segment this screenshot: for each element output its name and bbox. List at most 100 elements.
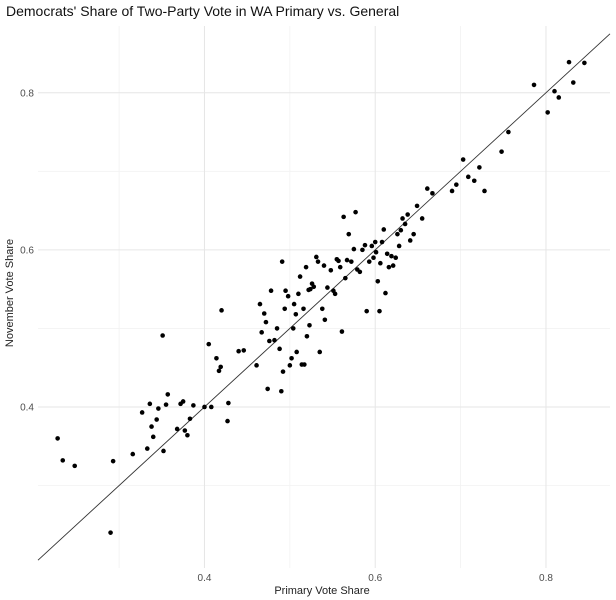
data-point — [566, 59, 572, 65]
data-point — [362, 242, 368, 248]
data-point — [202, 404, 207, 410]
data-point — [398, 227, 404, 233]
data-point — [261, 311, 267, 316]
tick-labels: 0.4 0.6 0.8 0.4 0.6 0.8 — [20, 88, 553, 584]
data-point — [384, 251, 390, 257]
data-point — [265, 386, 270, 392]
data-point — [315, 259, 321, 264]
data-point — [280, 369, 286, 374]
data-point — [322, 317, 328, 323]
data-point — [174, 426, 180, 432]
data-point — [357, 269, 363, 275]
data-point — [425, 186, 430, 191]
data-point — [364, 308, 369, 314]
data-point — [531, 82, 537, 88]
data-point — [336, 258, 341, 264]
data-point — [454, 182, 459, 187]
y-axis-title: November Vote Share — [4, 239, 16, 347]
data-point — [236, 348, 241, 354]
data-point — [351, 246, 357, 252]
data-point — [277, 346, 282, 352]
data-point — [259, 330, 264, 335]
data-point — [570, 80, 576, 85]
data-point — [287, 363, 293, 368]
data-point — [150, 434, 156, 440]
data-point — [216, 368, 222, 374]
data-point — [319, 306, 325, 312]
data-point — [154, 417, 159, 422]
data-point — [285, 293, 291, 299]
y-tick-label: 0.4 — [20, 402, 34, 413]
data-point — [460, 157, 466, 162]
data-point — [411, 231, 416, 237]
data-point — [60, 458, 66, 463]
data-point — [371, 255, 376, 261]
data-point — [381, 227, 387, 232]
data-point — [289, 355, 294, 361]
data-point — [303, 264, 309, 270]
data-point — [477, 165, 482, 170]
data-point — [341, 214, 346, 220]
x-axis-title: Primary Vote Share — [274, 585, 369, 597]
data-point — [263, 319, 269, 325]
data-point — [349, 259, 354, 264]
data-point — [304, 333, 310, 339]
data-point — [328, 267, 334, 273]
data-point — [389, 253, 394, 259]
data-point — [130, 451, 136, 457]
data-point — [139, 410, 145, 415]
data-point — [396, 243, 402, 249]
data-point — [366, 259, 372, 264]
data-point — [346, 231, 352, 237]
data-point — [375, 278, 381, 284]
chart-title: Democrats' Share of Two-Party Vote in WA… — [6, 3, 400, 19]
reference-line-group — [37, 33, 611, 561]
data-point — [182, 428, 188, 433]
data-point — [372, 239, 378, 245]
data-point — [308, 286, 313, 292]
data-point — [149, 424, 154, 429]
y-tick-label: 0.8 — [20, 88, 34, 99]
data-point — [72, 463, 78, 469]
data-point — [353, 209, 358, 215]
data-point — [386, 264, 392, 270]
data-point — [317, 349, 323, 355]
data-point — [395, 231, 400, 237]
data-point — [108, 530, 113, 535]
data-point — [257, 301, 263, 307]
data-point — [241, 348, 247, 353]
x-tick-label: 0.8 — [539, 573, 553, 584]
grid-lines — [38, 26, 610, 568]
data-point — [400, 216, 405, 221]
data-point — [499, 149, 504, 154]
data-point — [165, 392, 171, 397]
data-point — [147, 401, 153, 407]
data-point — [144, 446, 150, 451]
data-point — [582, 60, 587, 66]
x-tick-label: 0.6 — [368, 573, 382, 584]
data-point — [449, 188, 455, 194]
x-tick-label: 0.4 — [198, 573, 212, 584]
data-point — [267, 338, 272, 344]
data-point — [274, 326, 280, 331]
data-point — [209, 404, 214, 410]
data-point — [407, 238, 413, 243]
data-point — [301, 306, 306, 312]
data-point — [161, 448, 166, 454]
data-point — [545, 110, 550, 115]
data-point — [55, 436, 60, 441]
data-point — [552, 88, 557, 94]
data-point — [378, 260, 383, 266]
data-point — [369, 243, 375, 249]
data-point — [482, 188, 487, 194]
data-point — [402, 221, 408, 227]
data-point — [272, 337, 277, 343]
data-point — [218, 364, 223, 370]
data-point — [383, 290, 388, 296]
data-point — [225, 418, 230, 424]
data-point — [321, 263, 327, 268]
data-point — [337, 264, 343, 270]
data-point — [180, 399, 186, 404]
data-point — [339, 329, 345, 334]
